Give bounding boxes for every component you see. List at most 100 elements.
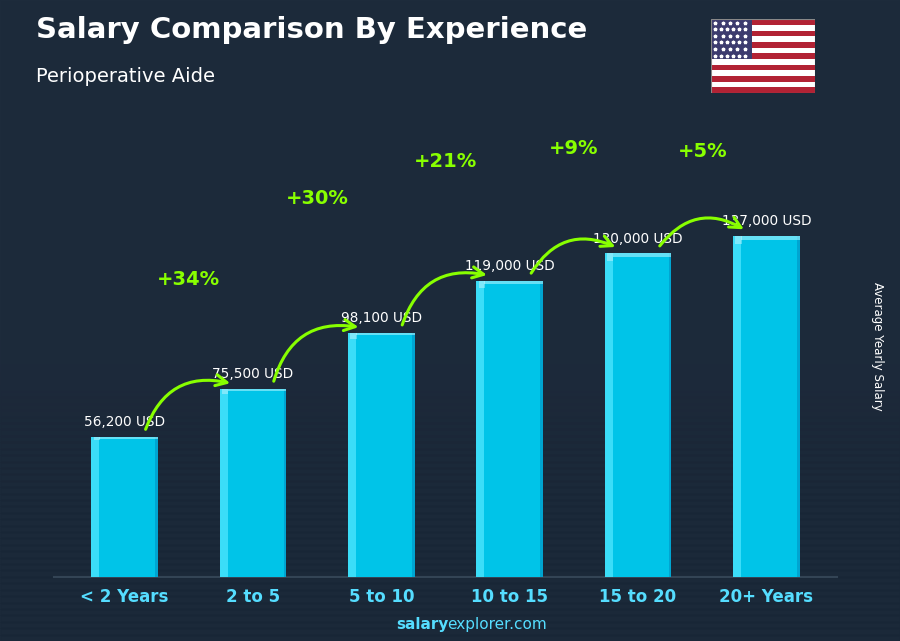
Bar [0,276,900,282]
Bar [613,253,671,257]
Bar [0,551,900,558]
Bar [0,353,900,359]
Bar [0,622,900,628]
Text: 130,000 USD: 130,000 USD [593,231,683,246]
Bar [0,513,900,519]
Bar [0,570,900,577]
Bar [711,31,814,37]
Bar [0,154,900,160]
Bar [0,173,900,179]
Bar [0,199,900,205]
Bar [0,64,900,71]
Bar [0,263,900,269]
Bar [220,389,286,577]
Bar [348,333,415,577]
Bar [0,0,900,6]
Bar [0,404,900,410]
Bar [0,96,900,103]
Bar [0,212,900,218]
Text: 56,200 USD: 56,200 USD [84,415,165,429]
Bar [0,596,900,603]
Bar [91,437,158,577]
Bar [284,389,286,577]
Bar [0,436,900,442]
Bar [605,253,613,577]
Bar [0,103,900,109]
Bar [711,53,814,59]
Bar [711,47,814,53]
Text: 137,000 USD: 137,000 USD [722,214,811,228]
Text: salary: salary [396,617,448,633]
Bar [711,87,814,93]
Bar [0,218,900,224]
Bar [0,474,900,481]
Bar [0,32,900,38]
Bar [711,71,814,76]
Bar [0,71,900,77]
Bar [0,378,900,385]
Text: +30%: +30% [285,189,348,208]
Bar [0,526,900,532]
Text: +21%: +21% [414,152,477,171]
Bar [0,635,900,641]
Bar [733,236,741,577]
Bar [0,442,900,449]
Bar [0,224,900,231]
Bar [0,51,900,58]
Bar [605,253,671,577]
Bar [0,603,900,609]
Bar [0,506,900,513]
Bar [476,281,484,577]
Bar [0,256,900,263]
Bar [0,237,900,244]
Bar [0,38,900,45]
Bar [711,81,814,87]
Bar [0,83,900,90]
Bar [0,45,900,51]
Bar [412,333,415,577]
Bar [0,244,900,250]
Bar [0,135,900,141]
Text: Perioperative Aide: Perioperative Aide [36,67,215,87]
Text: Salary Comparison By Experience: Salary Comparison By Experience [36,16,587,44]
Bar [0,628,900,635]
Bar [0,128,900,135]
Bar [711,25,814,31]
Bar [99,437,158,438]
Bar [0,288,900,295]
Bar [711,59,814,65]
Bar [711,19,814,25]
Bar [94,437,100,440]
Bar [0,295,900,301]
Bar [479,281,485,288]
Bar [0,468,900,474]
Bar [0,179,900,186]
Bar [484,281,543,284]
Bar [0,333,900,340]
Bar [0,391,900,397]
Bar [0,359,900,365]
Bar [350,333,356,338]
Bar [0,487,900,494]
Bar [733,236,800,577]
Bar [0,590,900,596]
Bar [91,437,99,577]
Bar [0,301,900,308]
Bar [0,327,900,333]
Bar [0,462,900,468]
Bar [0,231,900,237]
Bar [228,389,286,391]
Bar [0,109,900,115]
Bar [0,192,900,199]
Bar [0,615,900,622]
Bar [711,37,814,42]
Bar [0,167,900,173]
Text: explorer.com: explorer.com [447,617,547,633]
Bar [0,519,900,526]
Bar [711,76,814,81]
Text: +34%: +34% [158,271,220,289]
Bar [0,160,900,167]
Bar [0,583,900,590]
Bar [0,449,900,455]
Bar [356,333,415,335]
